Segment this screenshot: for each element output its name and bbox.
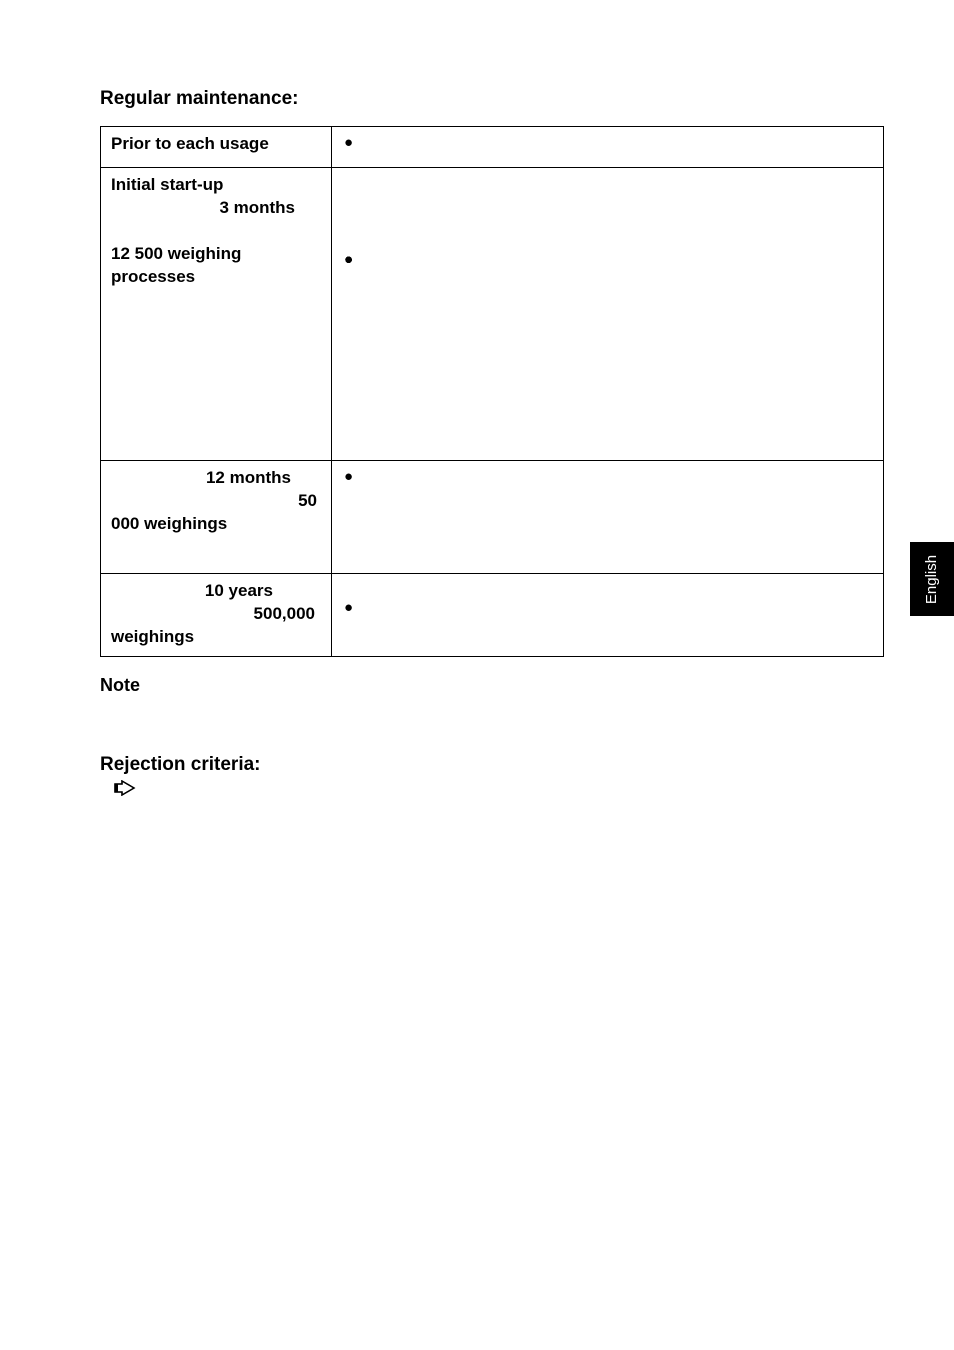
interval-text: Initial start-up — [111, 175, 223, 194]
interval-text: processes — [111, 267, 195, 286]
regular-maintenance-heading: Regular maintenance: — [100, 88, 884, 110]
maintenance-table: Prior to each usage ● Initial start-up 3… — [100, 126, 884, 657]
table-row: 12 months 50 000 weighings ● — [101, 461, 884, 574]
interval-text: Prior to each usage — [111, 134, 269, 153]
interval-text: 000 weighings — [111, 514, 227, 533]
bullet-dot-icon: ● — [344, 467, 353, 487]
interval-cell: Initial start-up 3 months 12 500 weighin… — [101, 168, 332, 461]
interval-text: 50 — [111, 490, 321, 513]
interval-text: 12 months — [111, 467, 321, 490]
pointing-hand-icon — [114, 780, 136, 796]
language-side-tab: English — [910, 542, 954, 616]
interval-cell: 12 months 50 000 weighings — [101, 461, 332, 574]
table-row: 10 years 500,000 weighings ● — [101, 574, 884, 657]
bullet-dot-icon: ● — [344, 598, 353, 618]
interval-text: 3 months — [111, 197, 321, 220]
interval-text: weighings — [111, 627, 194, 646]
note-heading: Note — [100, 675, 884, 696]
interval-text: 10 years — [111, 580, 321, 603]
table-row: Prior to each usage ● — [101, 127, 884, 168]
interval-text: 12 500 weighing — [111, 244, 241, 263]
actions-cell: ● ● ● ● ● — [332, 168, 884, 461]
actions-cell: ● — [332, 574, 884, 657]
interval-cell: Prior to each usage — [101, 127, 332, 168]
bullet-dot-icon: ● — [344, 133, 353, 153]
actions-cell: ● — [332, 461, 884, 574]
table-row: Initial start-up 3 months 12 500 weighin… — [101, 168, 884, 461]
bullet-dot-icon: ● — [344, 250, 353, 270]
rejection-criteria-heading: Rejection criteria: — [100, 754, 884, 776]
language-side-tab-label: English — [924, 554, 941, 603]
interval-cell: 10 years 500,000 weighings — [101, 574, 332, 657]
actions-cell: ● — [332, 127, 884, 168]
interval-text: 500,000 — [111, 603, 321, 626]
